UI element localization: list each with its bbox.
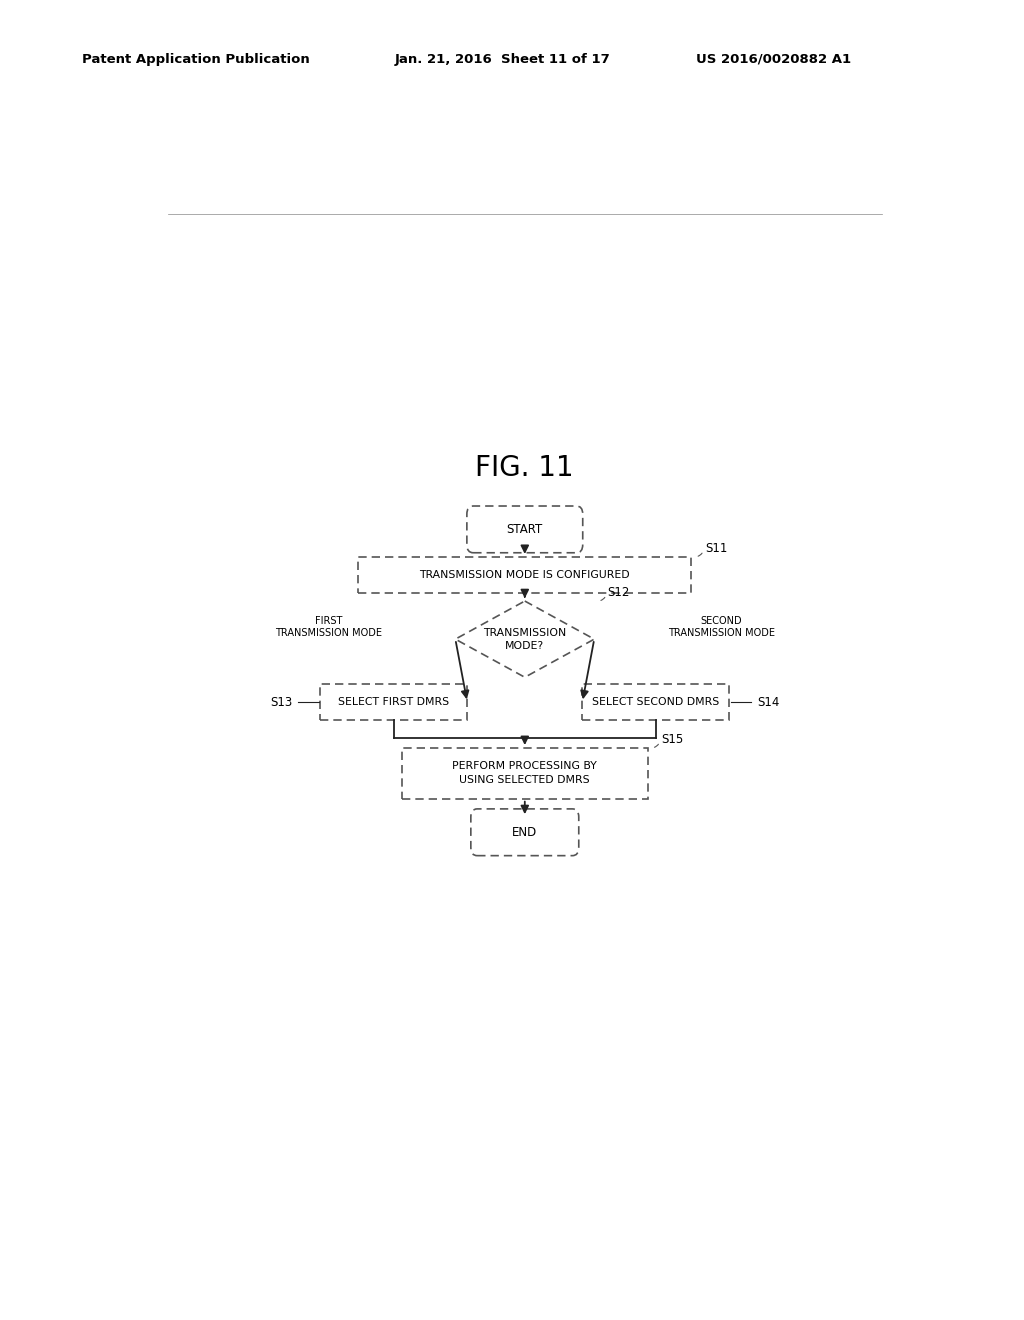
Text: US 2016/0020882 A1: US 2016/0020882 A1 (696, 53, 851, 66)
Text: TRANSMISSION MODE IS CONFIGURED: TRANSMISSION MODE IS CONFIGURED (420, 570, 630, 579)
Text: S15: S15 (662, 733, 684, 746)
Bar (358, 557, 691, 594)
Bar (321, 684, 467, 721)
Text: Patent Application Publication: Patent Application Publication (82, 53, 309, 66)
Text: S14: S14 (757, 696, 779, 709)
Polygon shape (456, 601, 594, 677)
Text: Jan. 21, 2016  Sheet 11 of 17: Jan. 21, 2016 Sheet 11 of 17 (394, 53, 610, 66)
Text: END: END (512, 826, 538, 838)
Text: S12: S12 (607, 586, 630, 599)
Text: SECOND
TRANSMISSION MODE: SECOND TRANSMISSION MODE (668, 615, 775, 638)
Text: SELECT SECOND DMRS: SELECT SECOND DMRS (592, 697, 720, 708)
Text: S13: S13 (270, 696, 293, 709)
Text: SELECT FIRST DMRS: SELECT FIRST DMRS (338, 697, 450, 708)
FancyBboxPatch shape (471, 809, 579, 855)
Text: PERFORM PROCESSING BY
USING SELECTED DMRS: PERFORM PROCESSING BY USING SELECTED DMR… (453, 762, 597, 785)
Text: FIG. 11: FIG. 11 (475, 454, 574, 482)
Text: TRANSMISSION
MODE?: TRANSMISSION MODE? (483, 627, 566, 651)
Bar (583, 684, 729, 721)
Text: FIRST
TRANSMISSION MODE: FIRST TRANSMISSION MODE (274, 615, 382, 638)
Bar (401, 748, 648, 799)
Text: S11: S11 (705, 541, 727, 554)
Text: START: START (507, 523, 543, 536)
FancyBboxPatch shape (467, 506, 583, 553)
